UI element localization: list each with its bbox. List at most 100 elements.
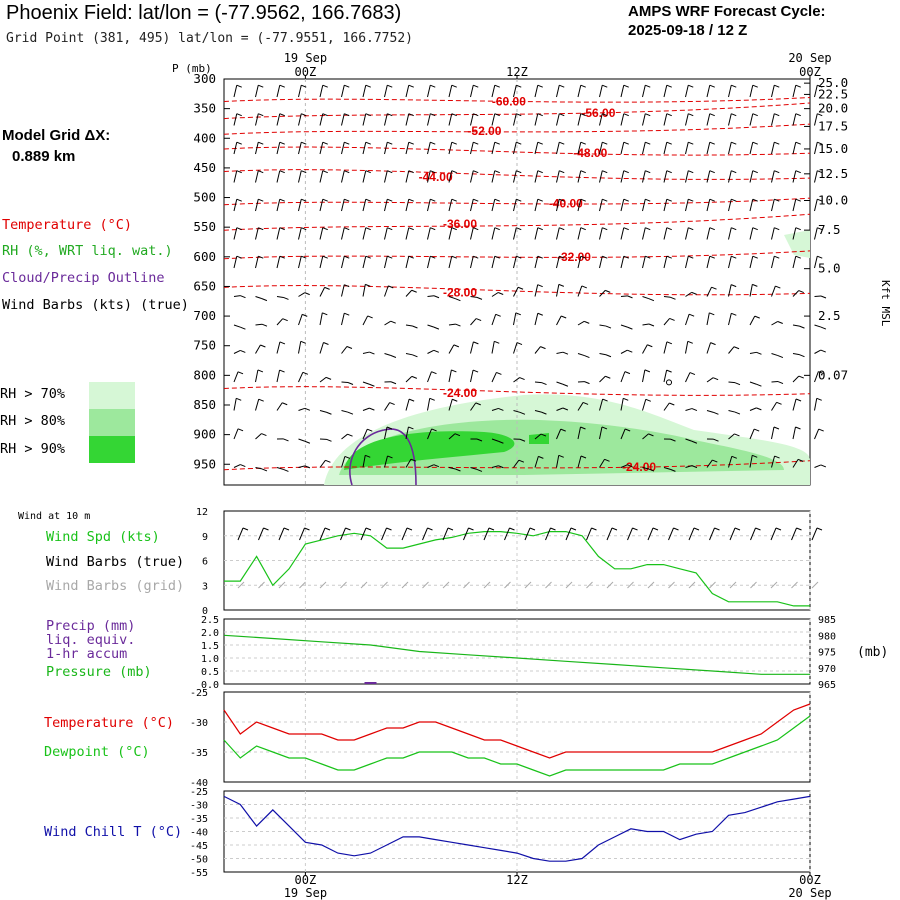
height-tick-label: 20.0 [818,101,848,116]
wind-barb [706,170,715,183]
wind-barb-field [233,84,827,472]
wind-barb [771,353,784,359]
wind-barb [384,426,393,440]
wind-barb [427,371,437,383]
wind-barb [663,255,672,269]
wind-barb [491,465,504,469]
wind-barb [577,198,586,212]
surface-wind-barb [688,527,700,541]
page-title: Phoenix Field: lat/lon = (-77.9562, 166.… [6,2,402,24]
precip-tick-label: 1.0 [201,654,219,665]
wind-barb [814,397,822,411]
wind-barb [362,113,371,126]
temp-tick-label: -40 [190,778,208,789]
wind-barb [233,227,242,240]
top-time-label: 00Z [799,65,821,79]
wind-barb [599,227,608,240]
wind-barb [470,198,479,212]
wind-barb [706,227,715,240]
wind-barb [448,323,461,327]
wind-barb [470,318,482,326]
wind-barb [255,170,264,183]
surface-wind-barb [299,527,310,541]
temperature-contour-line [223,213,811,231]
temperature-contour-label: -28.00 [443,285,477,299]
wind-barb [771,198,780,212]
wind-barb [728,198,737,212]
wind-barb [749,227,758,240]
wind-barb [233,324,246,330]
legend-rh: RH (%, WRT liq. wat.) [2,243,173,259]
wind-barb [577,381,590,385]
wind-barb [255,84,264,98]
wind-barb [814,324,827,330]
wind-barb [255,323,268,327]
pressure-tick-label: 800 [193,367,216,382]
wind-barb [448,296,461,302]
calm-wind-circle [666,379,672,386]
wind-barb [319,342,329,354]
wind-barb [771,285,781,297]
wind-barb [599,198,608,212]
wind-barb [276,369,285,383]
temperature-contour-label: -24.00 [622,460,656,474]
wind-barb [362,84,371,98]
wind-barb [448,170,457,183]
wind-barb [771,170,780,183]
wind-barb [534,455,544,468]
wind-barb [534,433,547,440]
wind-barb [534,198,543,212]
grid-wind-barb [586,581,593,589]
wind-barb [685,198,694,212]
temperature-contour-label: -36.00 [443,217,477,231]
wind-barb [792,426,801,440]
wind-barb [706,410,719,415]
wind-barb [642,344,653,354]
wind-barb [685,227,694,240]
wind-barb [319,113,328,126]
wind-barb [792,113,801,126]
wind-barb [728,255,737,269]
wind-barb [620,227,629,240]
wind-barb [599,458,610,468]
temperature-contour-line [223,97,811,103]
wind-barb [341,113,350,126]
wind-barb [706,377,719,383]
wind-barb [620,464,633,468]
wind-barb [405,289,417,297]
wind-barb [642,84,651,98]
wind-barb [491,340,500,354]
wind-barb [276,318,288,326]
wind-barb [642,198,651,212]
grid-wind-barb [442,581,450,589]
wind-barb [706,459,718,468]
wind-barb [255,344,266,354]
wind-barb [448,141,457,155]
wind-barb [298,438,311,444]
wind-barb [491,292,504,297]
wind-barb [771,113,780,126]
wind-barb [255,398,264,411]
wind-barb [276,113,285,126]
wind-barb [556,113,565,126]
wind-barb [341,141,350,155]
wind-barb [620,397,629,411]
wind-barb [771,321,783,326]
wind-barb [620,170,629,183]
pressure-tick-label: 500 [193,190,216,205]
wind-barb [792,375,804,383]
wind-barb [556,255,565,269]
wind-barb [384,113,393,126]
wind-barb [663,141,672,155]
wind-barb [728,170,737,183]
wind-panel-label: Wind Barbs (grid) [46,578,184,594]
grid-wind-barb [688,581,696,589]
wind-barb [749,198,758,212]
wind-barb [771,84,780,98]
wind-barb [749,84,758,98]
wind-barb [513,141,522,155]
wind-barb [706,438,719,442]
wind-barb [534,410,547,415]
wind-barb [341,410,354,415]
wind-barb [405,113,414,126]
